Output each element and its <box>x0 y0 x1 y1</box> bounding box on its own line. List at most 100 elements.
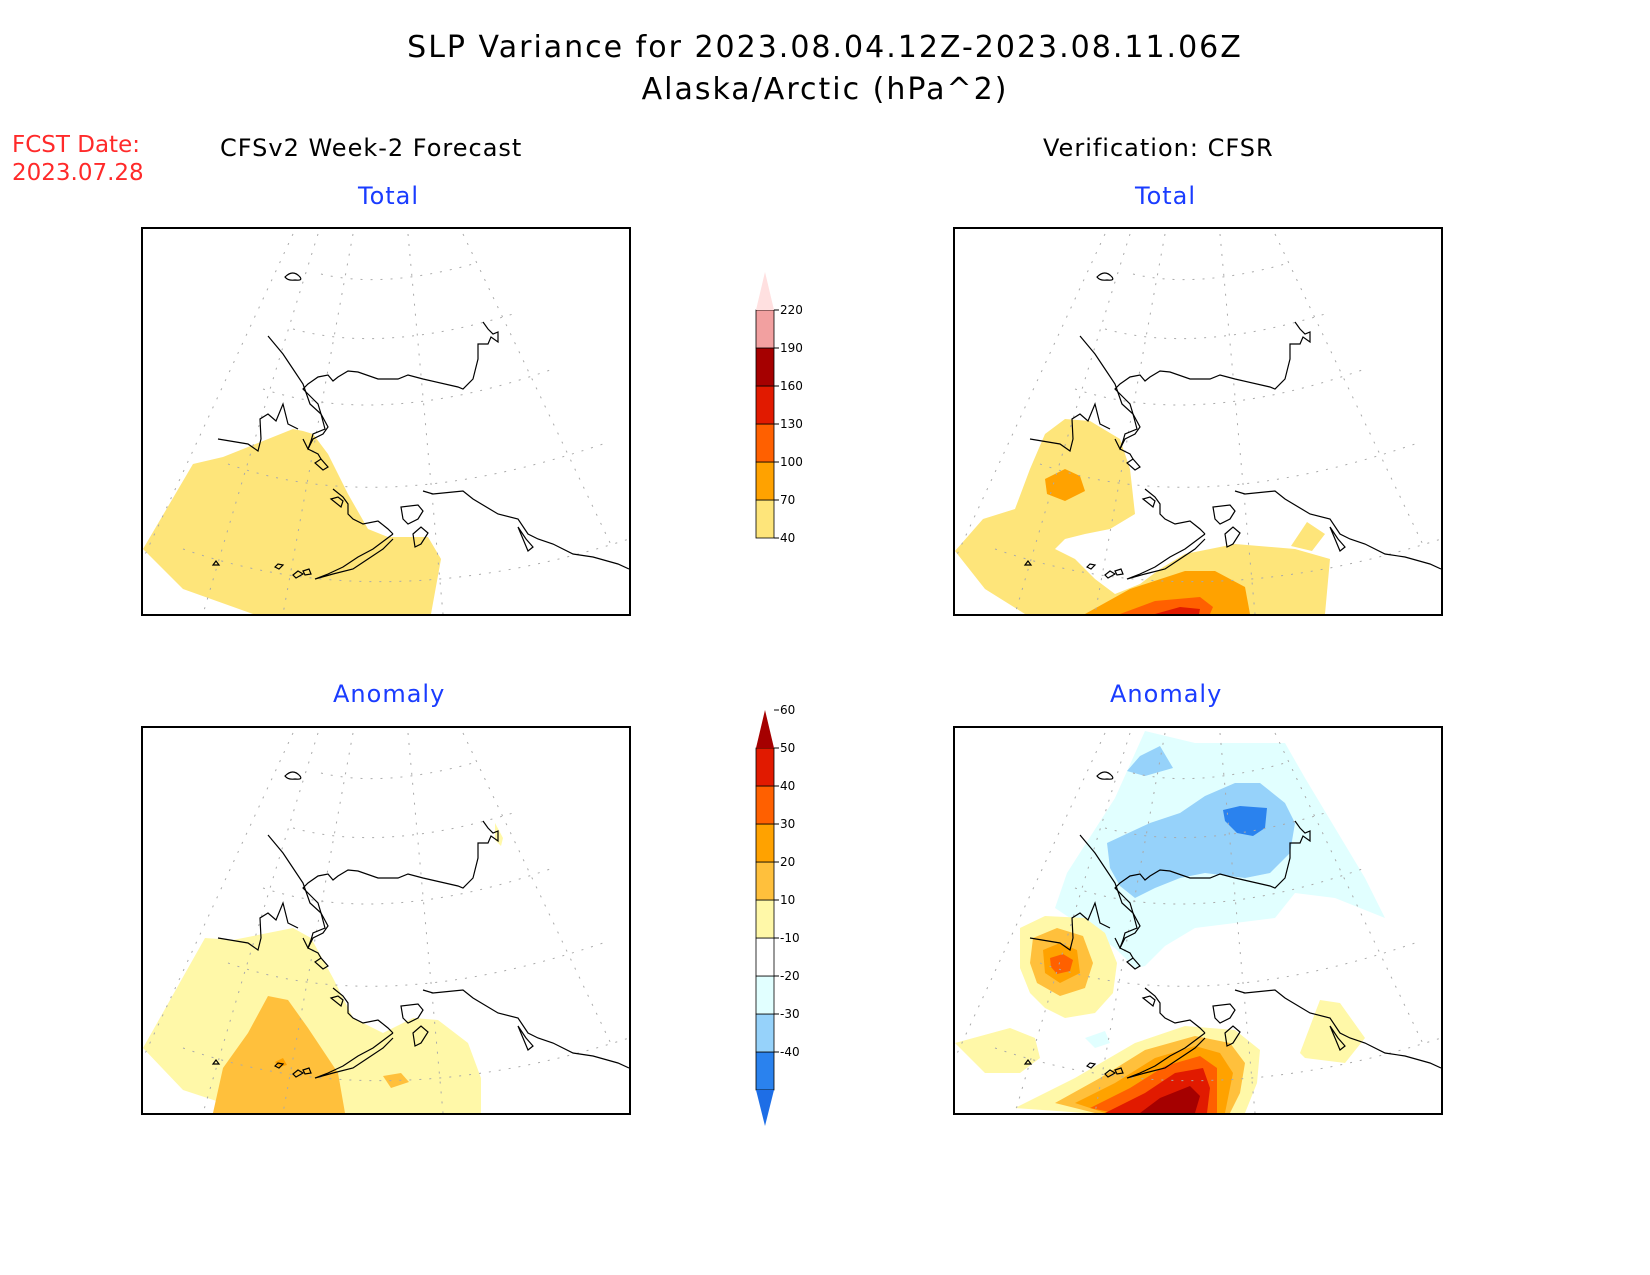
coastline-segment <box>412 526 429 548</box>
colorbar-tick-label: 20 <box>780 855 795 869</box>
forecast-anomaly-map <box>141 726 631 1115</box>
coastline-segment <box>1023 560 1033 566</box>
coastline-segment <box>1119 947 1134 959</box>
colorbar-tick-label: 40 <box>780 531 795 545</box>
grid-line <box>202 732 319 1113</box>
coastline-segment <box>1114 321 1311 450</box>
grid-line <box>1219 233 1256 614</box>
verification-total-map <box>953 227 1443 616</box>
coastline-segment <box>1029 901 1111 951</box>
contour-40-70-se <box>1291 522 1325 551</box>
coastline-segment <box>314 957 329 970</box>
colorbar-arrow-top <box>756 710 774 748</box>
coastline-segment <box>1114 820 1311 949</box>
contour-40-70-west <box>955 419 1330 614</box>
coastline-segment <box>1104 1069 1117 1078</box>
coastline-segment <box>1212 504 1236 525</box>
colorbar-tick-label: -20 <box>780 969 800 983</box>
colorbar-segment <box>755 1013 775 1053</box>
grid-line <box>407 233 444 614</box>
coastline-segment <box>1085 1062 1097 1069</box>
colorbar-tick-label: -30 <box>780 1007 800 1021</box>
grid-line <box>1094 233 1166 614</box>
coastline-segment <box>302 321 499 450</box>
coastline-segment <box>422 490 629 570</box>
coastline-segment <box>1114 1067 1124 1075</box>
colorbar-tick-label: 190 <box>780 341 803 355</box>
grid-line <box>1274 233 1426 550</box>
forecast-column-heading: CFSv2 Week-2 Forecast <box>220 134 523 162</box>
coastline-segment <box>211 560 221 566</box>
coastline-segment <box>302 1067 312 1075</box>
forecast-anomaly-svg <box>143 732 629 1113</box>
coastline <box>211 771 629 1079</box>
coastline-segment <box>314 458 329 471</box>
contour-40-50-bering <box>1050 954 1073 974</box>
lat-lon-grid <box>143 233 629 614</box>
coastline-segment <box>1329 526 1346 552</box>
coastline-segment <box>517 526 534 552</box>
coastline-segment <box>1144 987 1206 1034</box>
coastline-segment <box>1126 458 1141 471</box>
grid-line <box>1104 812 1326 839</box>
verification-anomaly-label: Anomaly <box>1110 680 1223 708</box>
colorbar-tick-label: 70 <box>780 493 795 507</box>
grid-line <box>462 233 614 550</box>
grid-line <box>320 762 474 780</box>
coastline-segment <box>1234 989 1441 1069</box>
grid-line <box>1274 732 1426 1049</box>
colorbar-segment <box>755 785 775 825</box>
coastline-segment <box>1114 568 1124 576</box>
coastline-segment <box>211 1059 221 1065</box>
coastline-segment <box>332 987 394 1034</box>
coastline-segment <box>400 504 424 525</box>
contour-neg30-neg40 <box>1223 806 1267 836</box>
grid-line <box>1132 263 1286 281</box>
contour-70-100-west <box>1045 469 1085 501</box>
colorbar-segment <box>755 499 775 539</box>
coastline-segment <box>1144 488 1206 535</box>
colorbar-segment <box>755 861 775 901</box>
coastline-segment <box>1141 496 1156 509</box>
verification-anomaly-map <box>953 726 1443 1115</box>
contour-10-20-southwest <box>955 1028 1040 1073</box>
grid-line <box>292 812 514 839</box>
coastline-segment <box>284 771 302 780</box>
colorbar-segment <box>755 747 775 787</box>
coastline-segment <box>329 995 344 1008</box>
colorbar-segment <box>755 347 775 387</box>
colorbar-tick-label: 40 <box>780 779 795 793</box>
coastline-segment <box>1119 448 1134 460</box>
colorbar-segment <box>755 937 775 977</box>
colorbar-tick-label: 100 <box>780 455 803 469</box>
grid-line <box>292 313 514 340</box>
grid-line <box>1219 732 1256 1113</box>
coastline-segment <box>1212 1003 1236 1024</box>
coastline-segment <box>217 402 299 452</box>
colorbar-segment <box>755 309 775 349</box>
coastline-segment <box>314 1032 394 1079</box>
coastline-segment <box>292 570 305 579</box>
grid-line <box>1074 867 1366 905</box>
coastline-segment <box>1126 957 1141 970</box>
coastline-segment <box>273 1062 285 1069</box>
coastline-segment <box>292 1069 305 1078</box>
lat-lon-grid <box>955 233 1441 614</box>
coastline-segment <box>307 448 322 460</box>
contour-gt60-gulf <box>1140 1086 1200 1113</box>
contour-130-160-south <box>1155 607 1200 614</box>
coastline <box>1023 771 1441 1079</box>
grid-line <box>282 732 354 1113</box>
contour-neg10-neg20-small <box>1085 1031 1110 1048</box>
grid-line <box>1014 732 1131 1113</box>
colorbar-tick-label: -40 <box>780 1045 800 1059</box>
colorbar-arrow-top <box>756 272 774 310</box>
grid-line <box>282 233 354 614</box>
colorbar-segment <box>755 899 775 939</box>
colorbar-tick-label: 220 <box>780 303 803 317</box>
colorbar-tick-label: 50 <box>780 741 795 755</box>
coastline-segment <box>273 563 285 570</box>
verification-anomaly-svg <box>955 731 1441 1113</box>
grid-line <box>1104 313 1326 340</box>
coastline-segment <box>1141 995 1156 1008</box>
